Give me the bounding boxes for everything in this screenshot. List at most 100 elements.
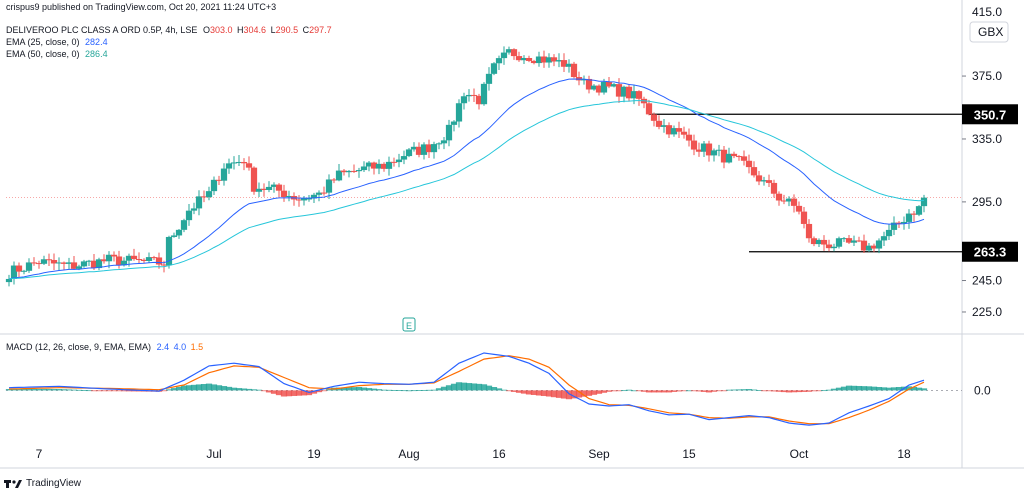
candle-body (835, 238, 843, 247)
ema50-value: 286.4 (85, 49, 108, 59)
candle-body (780, 200, 788, 202)
candle-body (560, 60, 568, 67)
candle-body (480, 83, 488, 105)
candle-body (405, 149, 413, 157)
candle-body (570, 63, 578, 78)
candle-body (5, 278, 13, 283)
candle-body (320, 192, 328, 194)
macd-hist-bar (475, 383, 483, 391)
level-badge (962, 104, 1018, 125)
macd-hist-bar (755, 390, 763, 391)
macd-hist-bar (770, 390, 778, 392)
macd-hist-bar (825, 389, 833, 391)
macd-hist-bar (850, 385, 858, 391)
candle-body (400, 156, 408, 160)
macd-hist-bar (270, 390, 278, 394)
macd-hist-bar (880, 387, 888, 391)
macd-hist-bar (400, 390, 408, 392)
macd-hist-bar (355, 387, 363, 391)
candle-body (890, 222, 898, 230)
macd-hist-bar (535, 390, 543, 396)
candle-body (145, 257, 153, 261)
candle-body (585, 78, 593, 90)
candle-body (175, 229, 183, 236)
candle-body (105, 254, 113, 262)
macd-hist-bar (370, 388, 378, 391)
candle-body (350, 170, 358, 172)
candle-body (870, 245, 878, 249)
macd-hist-bar (65, 389, 73, 391)
earnings-marker-icon (402, 317, 416, 332)
macd-hist-value: 1.5 (190, 342, 204, 352)
candle-body (840, 238, 848, 240)
macd-hist-bar (295, 390, 303, 396)
candle-body (820, 239, 828, 245)
candle-body (495, 58, 503, 64)
candle-body (255, 188, 263, 192)
macd-hist-bar (830, 388, 838, 391)
candle-body (830, 246, 838, 249)
macd-hist-bar (405, 390, 413, 392)
candle-body (55, 262, 63, 264)
macd-hist-bar (205, 383, 213, 391)
macd-hist-bar (705, 390, 713, 393)
candle-body (675, 128, 683, 132)
candle-body (395, 159, 403, 163)
candle-body (170, 235, 178, 237)
candle-body (755, 175, 763, 182)
macd-hist-bar (170, 388, 178, 391)
candle-body (645, 103, 653, 115)
macd-hist-bar (460, 382, 468, 391)
macd-hist-bar (580, 390, 588, 397)
candle-body (285, 195, 293, 198)
candle-body (515, 56, 523, 61)
macd-hist-bar (435, 388, 443, 391)
candle-body (210, 179, 218, 192)
macd-hist-bar (495, 388, 503, 391)
macd-hist-bar (315, 390, 323, 393)
candle-body (90, 260, 98, 269)
candle-body (720, 149, 728, 163)
currency-badge (969, 21, 1009, 43)
candle-body (865, 245, 873, 251)
candle-body (135, 259, 143, 261)
low-value: 290.5 (275, 25, 299, 35)
macd-hist-bar (365, 388, 373, 391)
macd-hist-bar (620, 390, 628, 392)
candle-body (795, 205, 803, 212)
macd-hist-bar (795, 390, 803, 393)
candle-body (270, 184, 278, 187)
macd-hist-bar (515, 390, 523, 393)
macd-legend: MACD (12, 26, close, 9, EMA, EMA) 2.4 4.… (6, 342, 203, 353)
low-label: L (270, 25, 276, 35)
macd-hist-bar (10, 389, 18, 391)
macd-hist-bar (350, 387, 358, 391)
candle-body (85, 260, 93, 262)
macd-hist-bar (480, 384, 488, 391)
candle-body (620, 86, 628, 97)
candle-body (360, 166, 368, 171)
macd-hist-bar (655, 390, 663, 393)
macd-hist-bar (730, 389, 738, 391)
candle-body (430, 144, 438, 153)
macd-hist-bar (215, 385, 223, 391)
candle-body (895, 222, 903, 224)
macd-hist-bar (50, 389, 58, 391)
candle-body (680, 131, 688, 135)
open-label: O (202, 25, 210, 35)
macd-hist-bar (745, 389, 753, 391)
macd-hist-bar (20, 389, 28, 391)
macd-hist-bar (395, 390, 403, 391)
candle-body (555, 60, 563, 62)
candle-body (790, 198, 798, 206)
candle-body (100, 259, 108, 262)
candle-body (705, 143, 713, 156)
candle-body (45, 259, 53, 261)
macd-hist-bar (865, 386, 873, 391)
macd-hist-bar (200, 384, 208, 391)
macd-hist-bar (545, 390, 553, 397)
macd-hist-bar (25, 389, 33, 391)
ema50-label: EMA (50, close, 0) (6, 49, 80, 59)
candle-body (390, 161, 398, 163)
